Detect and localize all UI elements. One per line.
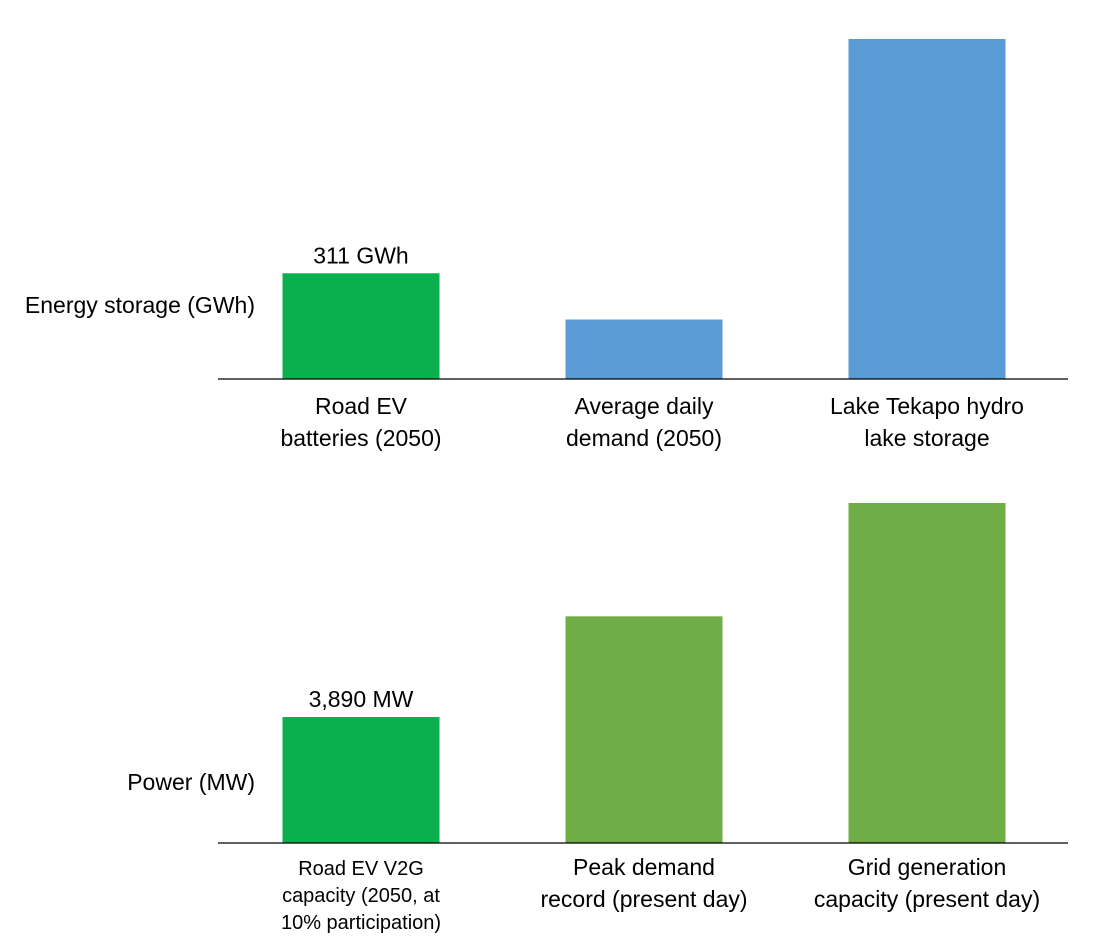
category-label: Lake Tekapo hydro lake storage (830, 393, 1024, 451)
y-axis-label: Power (MW) (127, 769, 255, 795)
y-axis-label: Energy storage (GWh) (25, 292, 255, 318)
category-label: Peak demand record (present day) (540, 854, 747, 912)
category-label: Grid generation capacity (present day) (814, 854, 1040, 912)
bar-1 (282, 273, 440, 379)
data-label: 3,890 MW (309, 686, 414, 712)
bar-3 (848, 503, 1006, 843)
category-label: Road EV batteries (2050) (280, 393, 441, 451)
bar-3 (848, 39, 1006, 379)
category-label: Road EV V2G capacity (2050, at 10% partici… (281, 858, 441, 934)
bar-1 (282, 717, 440, 843)
data-label: 311 GWh (313, 242, 408, 268)
bar-2 (565, 319, 723, 379)
category-label: Average daily demand (2050) (566, 393, 722, 451)
chart-2: 3,890 MW Road EV V2G capacity (2050, at 10%… (127, 503, 1068, 934)
bar-2 (565, 616, 723, 843)
chart-1: 311 GWh Road EV batteries (2050) Average da… (25, 39, 1068, 451)
